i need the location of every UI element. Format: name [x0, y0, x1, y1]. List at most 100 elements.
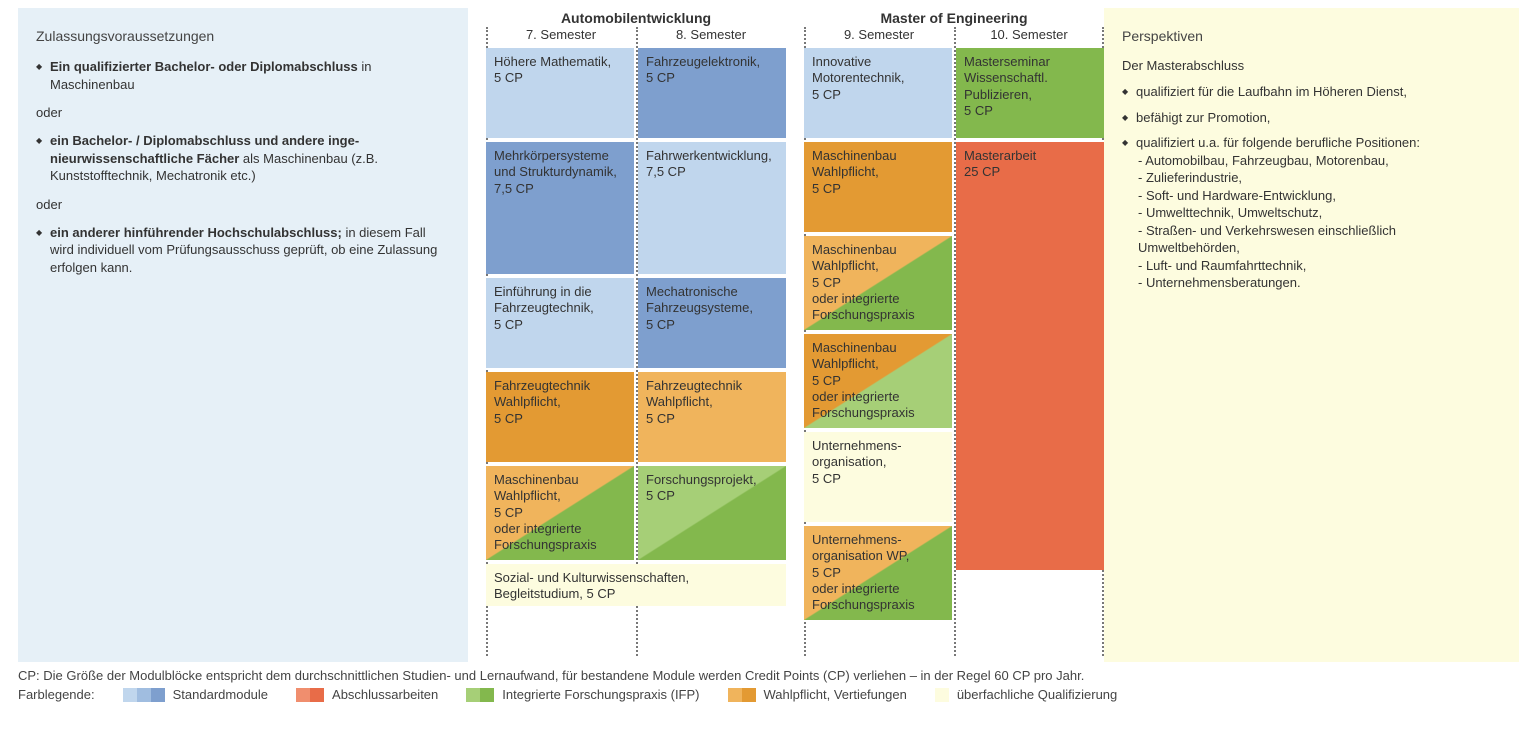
semester-label: 10. Semester: [954, 27, 1104, 42]
module-extra: oder integrierte Forschungspraxis: [494, 521, 597, 552]
perspective-item: qualifiziert für die Laufbahn im Höheren…: [1136, 83, 1501, 101]
curriculum-diagram: Zulassungsvoraussetzungen Ein qualifizie…: [0, 0, 1537, 710]
module-cp: 5 CP: [646, 317, 778, 333]
module-title: Masterarbeit: [964, 148, 1036, 163]
perspectives-list: qualifiziert für die Laufbahn im Höheren…: [1122, 83, 1501, 292]
legend-item: Abschlussarbeiten: [296, 687, 438, 702]
module-title: Sozial- und Kulturwissenschaften, Beglei…: [494, 570, 689, 601]
legend-swatch: [728, 688, 756, 702]
semester-label: 9. Semester: [804, 27, 954, 42]
module-block: Fahrzeugtechnik Wahlpflicht, 5 CP: [486, 372, 634, 462]
module-title: Innovative Motorentechnik,: [812, 54, 905, 85]
module-cp: 5 CP: [812, 471, 944, 487]
legend-text: überfachliche Qualifizierung: [957, 687, 1117, 702]
perspective-item: qualifiziert u.a. für folgende beruflich…: [1136, 134, 1501, 292]
cp-footnote: CP: Die Größe der Modulblöcke entspricht…: [18, 668, 1519, 683]
admission-item: Ein qualifizierter Bachelor- oder Diplom…: [50, 58, 450, 93]
module-block: Masterseminar Wissenschaftl. Publizieren…: [956, 48, 1104, 138]
module-cp: 5 CP: [812, 373, 944, 389]
sozial-block: Sozial- und Kulturwissenschaften, Beglei…: [486, 564, 786, 606]
module-columns: Höhere Mathematik,5 CPMehrkörper­systeme…: [468, 48, 1104, 662]
module-title: Mechatronische Fahrzeugsysteme,: [646, 284, 753, 315]
module-cp: 5 CP: [964, 103, 1096, 119]
legend-text: Standardmodule: [173, 687, 268, 702]
or-separator: oder: [36, 105, 450, 120]
sem7-column: Höhere Mathematik,5 CPMehrkörper­systeme…: [486, 48, 634, 560]
legend-item: Wahlpflicht, Vertiefungen: [728, 687, 907, 702]
module-block: Unternehmens­organisation WP, 5 CPoder in…: [804, 526, 952, 620]
module-cp: 5 CP: [812, 181, 944, 197]
admission-item: ein anderer hinführender Hochschulabschl…: [50, 224, 450, 277]
admission-title: Zulassungsvoraussetzungen: [36, 28, 450, 44]
legend-item: überfachliche Qualifizierung: [935, 687, 1117, 702]
module-cp: 7,5 CP: [646, 164, 778, 180]
module-extra: oder integrierte Forschungspraxis: [812, 291, 915, 322]
legend-label: Farblegende:: [18, 687, 95, 702]
legend-swatch: [466, 688, 494, 702]
group-header: Master of Engineering9. Semester10. Seme…: [804, 8, 1104, 48]
module-cp: 5 CP: [812, 565, 944, 581]
group-header: Automobilentwicklung7. Semester8. Semest…: [486, 8, 786, 48]
module-cp: 5 CP: [494, 411, 626, 427]
module-cp: 5 CP: [494, 505, 626, 521]
module-title: Maschinenbau Wahlpflicht,: [812, 148, 897, 179]
group-title: Master of Engineering: [804, 10, 1104, 26]
module-block: Forschungs­projekt,5 CP: [638, 466, 786, 560]
module-block: Maschinenbau Wahlpflicht,5 CPoder integr…: [804, 236, 952, 330]
module-cp: 5 CP: [646, 411, 778, 427]
footer: CP: Die Größe der Modulblöcke entspricht…: [18, 662, 1519, 702]
curriculum-columns: Automobilentwicklung7. Semester8. Semest…: [468, 8, 1104, 662]
admission-panel: Zulassungsvoraussetzungen Ein qualifizie…: [18, 8, 468, 662]
module-block: Maschinenbau Wahlpflicht, 5 CPoder integr…: [486, 466, 634, 560]
module-title: Höhere Mathematik,: [494, 54, 611, 69]
module-cp: 25 CP: [964, 164, 1096, 180]
sem8-column: Fahrzeug­elektronik,5 CPFahrwerk­entwick…: [638, 48, 786, 560]
sem9-column: Innovative Motorentechnik, 5 CP Maschinenb…: [804, 48, 952, 662]
module-title: Fahrwerk­entwicklung,: [646, 148, 772, 163]
admission-item: ein Bachelor- / Diplomabschluss und ande…: [50, 132, 450, 185]
semester-headers: Automobilentwicklung7. Semester8. Semest…: [468, 8, 1104, 48]
module-block: Höhere Mathematik,5 CP: [486, 48, 634, 138]
module-block: Mechatronische Fahrzeugsysteme, 5 CP: [638, 278, 786, 368]
module-title: Maschinenbau Wahlpflicht,: [494, 472, 579, 503]
module-title: Forschungs­projekt,: [646, 472, 757, 487]
module-title: Maschinenbau Wahlpflicht,: [812, 242, 897, 273]
legend-text: Wahlpflicht, Vertiefungen: [764, 687, 907, 702]
module-title: Fahrzeug­elektronik,: [646, 54, 760, 69]
module-block: Unternehmens­organisation,5 CP: [804, 432, 952, 522]
legend-swatch: [123, 688, 165, 702]
legend-item: Integrierte Forschungspraxis (IFP): [466, 687, 699, 702]
module-block: Masterarbeit25 CP: [956, 142, 1104, 570]
main-grid: Zulassungsvoraussetzungen Ein qualifizie…: [18, 8, 1519, 662]
module-cp: 5 CP: [494, 70, 626, 86]
module-title: Fahrzeugtechnik Wahlpflicht,: [646, 378, 742, 409]
module-extra: oder integrierte Forschungspraxis: [812, 581, 915, 612]
module-cp: 5 CP: [646, 488, 778, 504]
module-block: Fahrzeugtechnik Wahlpflicht, 5 CP: [638, 372, 786, 462]
module-cp: 7,5 CP: [494, 181, 626, 197]
sem10-column: Masterseminar Wissenschaftl. Publizieren…: [956, 48, 1104, 662]
perspective-item: befähigt zur Promotion,: [1136, 109, 1501, 127]
perspectives-intro: Der Masterabschluss: [1122, 58, 1501, 73]
group-title: Automobilentwicklung: [486, 10, 786, 26]
module-title: Mehrkörper­systeme und Strukturdynamik,: [494, 148, 617, 179]
module-title: Masterseminar Wissenschaftl. Publizieren…: [964, 54, 1050, 102]
admission-list: Ein qualifizierter Bachelor- oder Diplom…: [36, 58, 450, 276]
semester-label: 7. Semester: [486, 27, 636, 42]
semester-label: 8. Semester: [636, 27, 786, 42]
module-title: Fahrzeugtechnik Wahlpflicht,: [494, 378, 590, 409]
module-title: Unternehmens­organisation WP,: [812, 532, 909, 563]
module-block: Fahrwerk­entwicklung,7,5 CP: [638, 142, 786, 274]
color-legend: Farblegende: Standardmodule Abschlussarbei…: [18, 687, 1519, 702]
module-cp: 5 CP: [812, 87, 944, 103]
legend-text: Integrierte Forschungspraxis (IFP): [502, 687, 699, 702]
module-block: Fahrzeug­elektronik,5 CP: [638, 48, 786, 138]
perspectives-title: Perspektiven: [1122, 28, 1501, 44]
module-title: Maschinenbau Wahlpflicht,: [812, 340, 897, 371]
or-separator: oder: [36, 197, 450, 212]
perspectives-panel: Perspektiven Der Masterabschluss qualifi…: [1104, 8, 1519, 662]
legend-swatch: [296, 688, 324, 702]
module-block: Mehrkörper­systeme und Strukturdynamik, 7…: [486, 142, 634, 274]
module-cp: 5 CP: [646, 70, 778, 86]
legend-item: Standardmodule: [123, 687, 268, 702]
